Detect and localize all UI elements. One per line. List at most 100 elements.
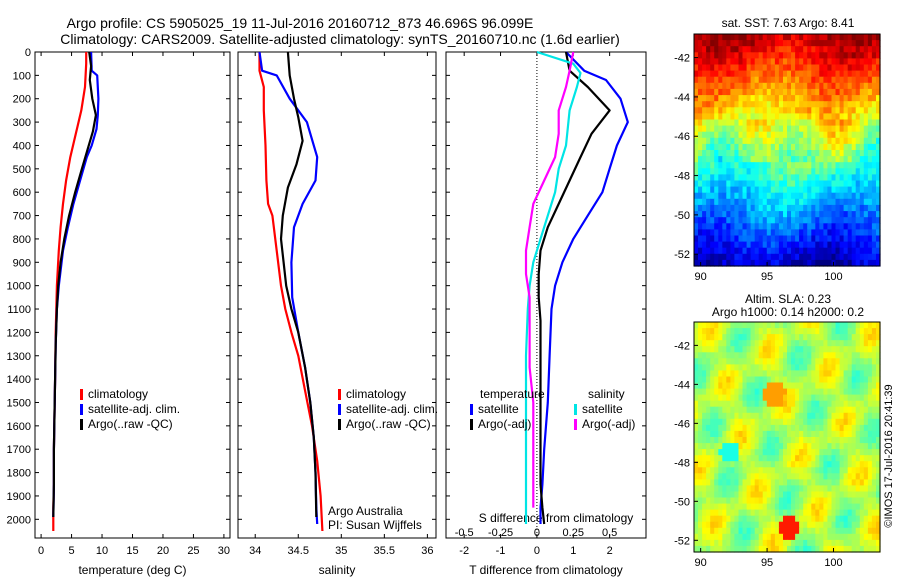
- map-cell: [851, 58, 857, 66]
- map-cell: [730, 437, 735, 444]
- map-cell: [750, 503, 756, 511]
- map-cell: [746, 424, 752, 432]
- map-cell: [738, 253, 744, 261]
- map-cell: [871, 406, 877, 414]
- map-cell: [730, 119, 735, 127]
- map-cell: [714, 400, 719, 408]
- map-cell: [791, 235, 796, 243]
- map-cell: [714, 64, 719, 72]
- map-cell: [730, 370, 735, 378]
- map-cell: [787, 340, 792, 347]
- map-cell: [843, 334, 849, 341]
- map-cell: [807, 364, 812, 372]
- map-cell: [726, 259, 731, 267]
- map-cell: [783, 479, 788, 487]
- map-cell: [722, 352, 727, 359]
- map-cell: [694, 509, 699, 517]
- map-cell: [811, 509, 816, 517]
- map-cell: [783, 346, 788, 353]
- map-cell: [876, 150, 881, 157]
- map-cell: [770, 113, 776, 121]
- map-cell: [859, 473, 865, 480]
- map-cell: [811, 70, 816, 78]
- map-cell: [742, 119, 748, 127]
- map-cell: [835, 259, 841, 267]
- map-cell: [839, 235, 845, 243]
- map-cell: [710, 186, 715, 194]
- map-cell: [827, 449, 832, 456]
- map-cell: [714, 467, 719, 474]
- map-cell: [807, 539, 812, 547]
- map-cell: [762, 328, 768, 335]
- map-cell: [766, 364, 772, 372]
- map-cell: [855, 533, 861, 541]
- map-cell: [859, 430, 865, 438]
- map-cell: [742, 370, 748, 378]
- map-cell: [815, 192, 820, 200]
- map-cell: [770, 168, 776, 175]
- map-cell: [774, 204, 780, 212]
- map-cell: [811, 107, 816, 114]
- map-cell: [839, 382, 845, 390]
- map-cell: [774, 143, 780, 151]
- map-cell: [710, 406, 715, 414]
- map-cell: [827, 46, 832, 53]
- map-cell: [871, 241, 877, 249]
- map-cell: [835, 340, 841, 347]
- map-cell: [791, 388, 796, 396]
- map-cell: [770, 473, 776, 480]
- map-cell: [855, 34, 861, 41]
- map-cell: [738, 400, 744, 408]
- map-cell: [718, 235, 723, 243]
- map-cell: [815, 241, 820, 249]
- map-cell: [876, 46, 881, 53]
- map-cell: [823, 70, 828, 78]
- map-cell: [726, 253, 731, 261]
- map-cell: [827, 509, 832, 517]
- map-cell: [750, 223, 756, 230]
- map-cell: [770, 217, 776, 224]
- map-cell: [770, 143, 776, 151]
- map-cell: [694, 101, 699, 108]
- map-cell: [799, 485, 804, 493]
- map-cell: [734, 382, 739, 390]
- map-cell: [795, 479, 800, 487]
- map-cell: [722, 328, 727, 335]
- map-cell: [855, 485, 861, 493]
- map-cell: [778, 485, 784, 493]
- map-cell: [791, 174, 796, 182]
- map-cell: [847, 198, 853, 206]
- map-cell: [778, 388, 784, 396]
- map-cell: [722, 533, 727, 541]
- map-cell: [738, 430, 744, 438]
- map-cell: [726, 461, 731, 468]
- map-cell: [827, 443, 832, 450]
- map-cell: [706, 259, 711, 267]
- map-cell: [871, 388, 877, 396]
- map-cell: [855, 352, 861, 359]
- map-cell: [859, 334, 865, 341]
- map-cell: [839, 143, 845, 151]
- map-cell: [855, 241, 861, 249]
- map-cell: [730, 211, 735, 218]
- map-cell: [783, 370, 788, 378]
- map-cell: [819, 235, 824, 243]
- map-cell: [823, 533, 828, 541]
- map-cell: [694, 186, 699, 194]
- map-cell: [783, 229, 788, 237]
- map-cell: [851, 64, 857, 72]
- map-cell: [827, 352, 832, 359]
- map-cell: [722, 76, 727, 84]
- x-tick-label: 15: [126, 545, 138, 557]
- map-cell: [694, 358, 699, 365]
- map-cell: [783, 137, 788, 145]
- map-cell: [839, 40, 845, 47]
- map-cell: [859, 352, 865, 359]
- map-cell: [795, 241, 800, 249]
- map-cell: [738, 437, 744, 444]
- map-cell: [758, 217, 764, 224]
- map-cell: [835, 174, 841, 182]
- map-cell: [738, 406, 744, 414]
- map-cell: [762, 70, 768, 78]
- map-cell: [819, 88, 824, 96]
